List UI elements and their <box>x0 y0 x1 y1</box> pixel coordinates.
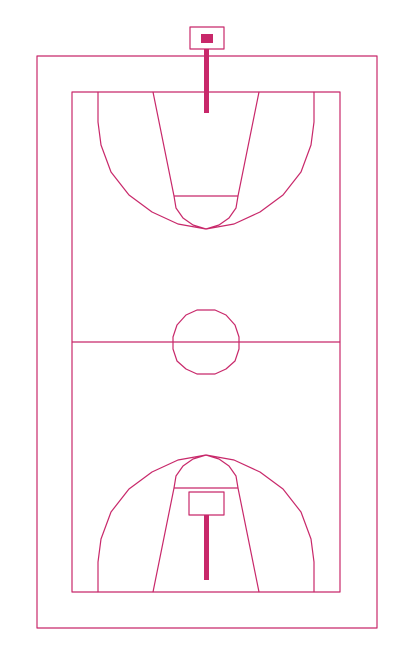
top-post <box>204 49 209 113</box>
center-circle <box>172 309 240 375</box>
bottom-free-throw-arc <box>173 454 239 489</box>
bottom-post <box>204 515 209 580</box>
top-free-throw-arc <box>173 195 239 230</box>
top-key-lane <box>152 91 260 197</box>
top-backboard-mark <box>201 34 213 43</box>
bottom-backboard <box>188 491 225 516</box>
bottom-key-lane <box>152 487 260 593</box>
